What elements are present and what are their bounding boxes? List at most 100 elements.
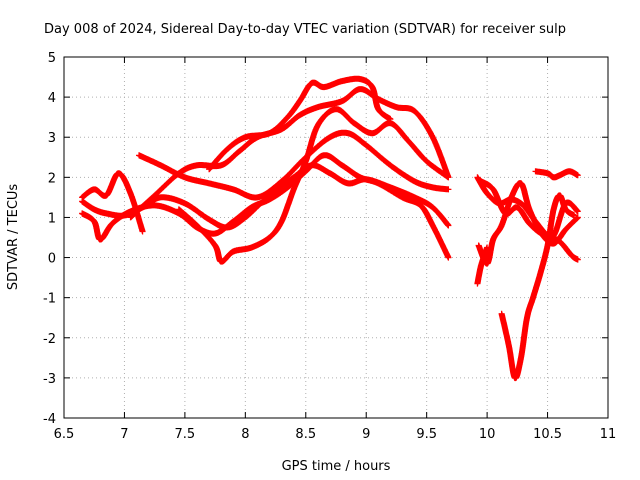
data-point (281, 220, 283, 223)
data-point (93, 208, 95, 211)
data-point (305, 160, 307, 162)
data-point (220, 260, 222, 263)
data-point (99, 238, 101, 241)
x-tick-label: 7 (120, 427, 128, 442)
series-sat-i (475, 180, 581, 267)
data-point (577, 258, 579, 261)
data-point (532, 297, 534, 299)
x-tick-label: 8.5 (295, 427, 316, 442)
data-point (553, 234, 555, 237)
data-point (232, 250, 234, 253)
data-point (250, 206, 252, 209)
data-point (341, 80, 343, 82)
y-tick-label: -2 (43, 332, 56, 347)
x-tick-label: 10.5 (533, 427, 562, 442)
series-sat-m (474, 244, 491, 287)
data-point (311, 82, 313, 84)
data-point (105, 194, 107, 196)
data-point (178, 212, 180, 215)
data-point (395, 106, 398, 108)
data-point (480, 264, 482, 267)
y-tick-label: 3 (48, 131, 56, 146)
data-point (81, 212, 83, 215)
data-point (571, 254, 573, 257)
data-point (268, 132, 271, 134)
y-tick-label: 0 (48, 252, 56, 267)
data-point (389, 118, 391, 120)
data-point (476, 176, 479, 178)
data-point (420, 204, 422, 207)
data-point (359, 88, 361, 90)
data-point (371, 132, 373, 134)
x-tick-label: 8 (241, 427, 249, 442)
data-point (141, 230, 144, 233)
data-point (520, 182, 522, 184)
data-point (546, 244, 549, 247)
data-point (299, 100, 301, 102)
y-tick-label: -1 (43, 292, 56, 307)
data-point (178, 172, 180, 174)
x-tick-label: 9 (362, 427, 370, 442)
data-point (413, 196, 416, 198)
data-point (520, 357, 522, 359)
data-point (238, 150, 240, 152)
data-point (539, 273, 541, 275)
data-point (208, 218, 210, 221)
data-point (559, 174, 561, 176)
data-point (568, 170, 570, 172)
y-tick-label: -3 (43, 372, 56, 387)
data-point (244, 216, 246, 219)
data-point (371, 86, 373, 88)
data-point (476, 283, 479, 285)
data-point (377, 108, 379, 110)
data-point (287, 186, 289, 188)
data-point (226, 148, 228, 150)
data-point (196, 164, 198, 166)
data-point (287, 116, 289, 118)
data-point (492, 188, 494, 190)
data-point (432, 186, 434, 188)
data-point (347, 132, 349, 134)
data-point (220, 164, 222, 166)
data-point (534, 170, 537, 172)
data-point (305, 170, 307, 172)
data-point (268, 194, 271, 196)
data-point (413, 180, 416, 182)
data-point (508, 345, 510, 347)
data-point (293, 176, 295, 178)
data-point (546, 172, 549, 174)
data-point (510, 196, 512, 198)
data-point (232, 220, 234, 223)
y-tick-label: 4 (48, 91, 56, 106)
chart-title: Day 008 of 2024, Sidereal Day-to-day VTE… (44, 22, 566, 37)
data-point (281, 180, 283, 182)
data-point (389, 164, 391, 166)
data-point (447, 176, 450, 178)
data-point (214, 232, 216, 235)
data-point (407, 140, 410, 142)
series-sat-f (206, 75, 394, 173)
series-sat-l (478, 178, 581, 241)
data-point (138, 154, 140, 156)
x-tick-label: 9.5 (416, 427, 437, 442)
data-point (486, 246, 488, 249)
data-point (317, 106, 319, 108)
data-point (178, 208, 180, 211)
series-markers (532, 168, 581, 181)
data-point (129, 192, 132, 194)
data-point (353, 122, 355, 124)
data-point (281, 128, 283, 130)
data-point (244, 136, 246, 138)
data-point (526, 317, 528, 319)
x-tick-label: 10 (479, 427, 496, 442)
data-point (486, 192, 488, 194)
data-point (413, 110, 416, 112)
data-point (573, 214, 575, 217)
data-point (432, 206, 434, 209)
data-point (299, 114, 301, 116)
y-tick-label: 5 (48, 51, 56, 66)
tick-layer: 6.5 7 7.5 8 8.5 9 9.5 10 10.5 11 -4 -3 -2 -1 0 1 2 3 4 5 (43, 51, 616, 442)
data-point (214, 244, 216, 247)
data-point (256, 196, 259, 198)
